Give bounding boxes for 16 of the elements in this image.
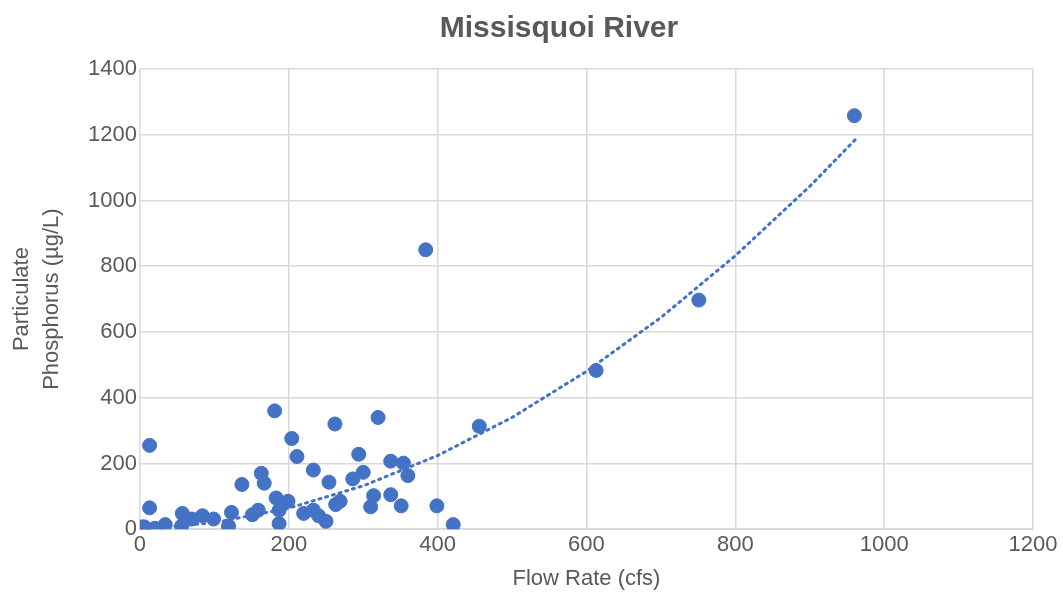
y-tick-label: 400 [100,383,137,409]
y-tick-label: 200 [100,449,137,475]
y-tick-label: 1200 [87,120,137,146]
x-tick-label: 800 [716,531,754,557]
x-tick-label: 200 [270,531,308,557]
chart-title: Missisquoi River [439,10,679,44]
x-axis-title: Flow Rate (cfs) [512,564,661,590]
x-tick-label: 600 [568,531,605,557]
x-tick-label: 400 [419,531,456,557]
y-tick-label: 1400 [87,55,137,81]
y-tick-label: 1000 [87,186,137,212]
y-axis-title: Particulate Phosphorus (µg/L) [8,208,64,390]
x-tick-label: 1000 [859,531,909,557]
y-tick-label: 800 [100,252,137,278]
x-tick-label: 1200 [1008,531,1058,557]
y-tick-label: 600 [100,318,137,344]
